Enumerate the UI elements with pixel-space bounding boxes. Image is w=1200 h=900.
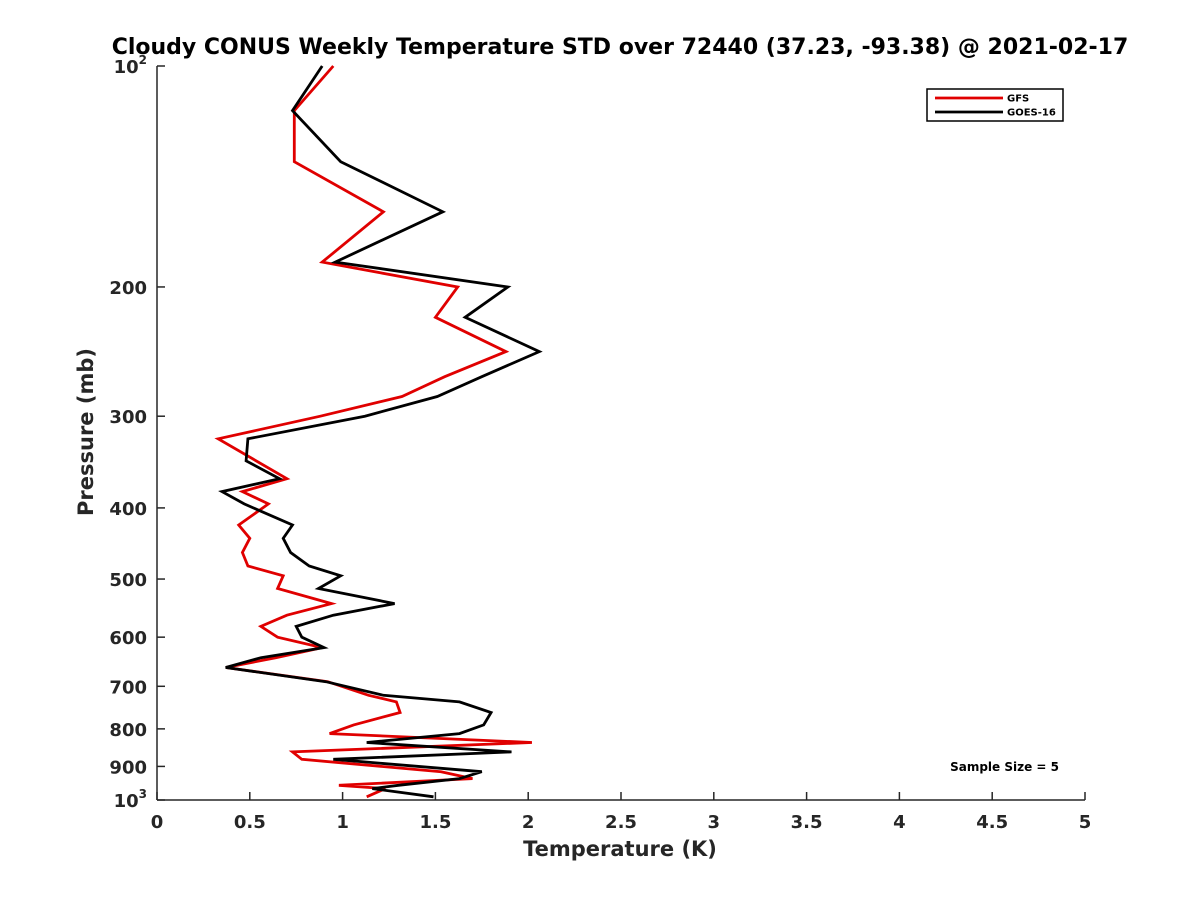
y-axis-label: Pressure (mb) — [74, 348, 98, 516]
x-tick-label: 4 — [893, 812, 906, 833]
x-tick-label: 2.5 — [605, 812, 637, 833]
x-tick-label: 1.5 — [419, 812, 451, 833]
series-line-goes-16 — [218, 65, 543, 799]
plot-area: 0 0.5 1 1.5 2 2.5 3 3.5 4 4.5 5 102 200 300 400 500 600 7… — [109, 53, 1091, 833]
legend-box — [926, 88, 1064, 122]
x-axis-label: Temperature (K) — [523, 837, 717, 861]
y-tick-label: 300 — [109, 407, 147, 428]
y-tick-label: 600 — [109, 628, 147, 649]
legend: GFS GOES-16 — [926, 88, 1064, 122]
x-tick-label: 1 — [336, 812, 349, 833]
x-tick-label: 2 — [522, 812, 535, 833]
legend-entry: GOES-16 — [1007, 108, 1056, 119]
x-tick-label: 4.5 — [976, 812, 1008, 833]
y-tick-label: 400 — [109, 499, 147, 520]
series-line-gfs — [214, 65, 532, 799]
x-tick-label: 5 — [1079, 812, 1092, 833]
y-tick-label: 200 — [109, 278, 147, 299]
x-tick-label: 3 — [708, 812, 721, 833]
y-tick-label: 900 — [109, 757, 147, 778]
chart-title: Cloudy CONUS Weekly Temperature STD over… — [112, 35, 1129, 60]
x-tick-label: 0 — [151, 812, 164, 833]
x-tick-label: 3.5 — [791, 812, 823, 833]
y-tick-label: 500 — [109, 570, 147, 591]
y-tick-label: 103 — [114, 787, 147, 812]
y-tick-label: 800 — [109, 720, 147, 741]
legend-entry: GFS — [1007, 94, 1029, 105]
y-tick-label: 700 — [109, 677, 147, 698]
y-tick-label: 102 — [114, 53, 147, 78]
x-tick-label: 0.5 — [234, 812, 266, 833]
sample-size-annotation: Sample Size = 5 — [950, 760, 1059, 774]
